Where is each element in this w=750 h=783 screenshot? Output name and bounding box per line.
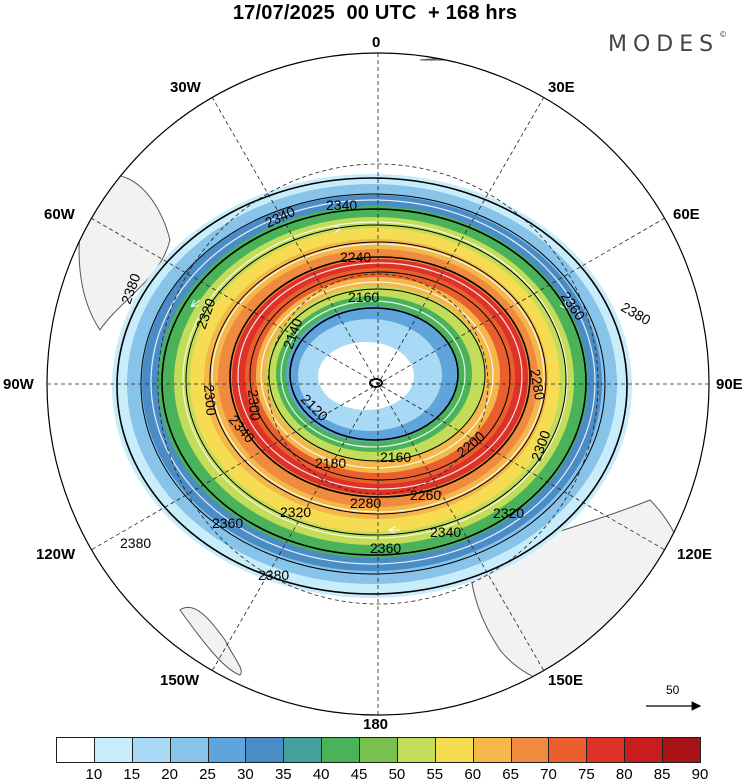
contour-label: 2280	[527, 368, 548, 402]
brand-mark: ©	[719, 30, 728, 39]
colorbar-tick-label: 30	[237, 766, 254, 783]
colorbar-swatch	[662, 737, 701, 763]
brand-name: MODES	[608, 32, 720, 57]
contour-label: 2280	[350, 495, 381, 511]
contour-label: 2160	[380, 449, 411, 465]
colorbar-tick-label: 55	[426, 766, 444, 783]
colorbar-tick-label: 50	[388, 766, 406, 783]
polar-map: 2340 2340 2380 2380 2240 2320 2160 2140 …	[46, 52, 710, 716]
colorbar-tick-label: 65	[502, 766, 519, 783]
lon-label-90e: 90E	[716, 376, 743, 393]
colorbar-tick-label: 60	[464, 766, 482, 783]
colorbar-tick-label: 75	[578, 766, 595, 783]
contour-label: 2260	[410, 487, 441, 503]
lon-label-30w: 30W	[170, 79, 201, 96]
colorbar-swatch	[510, 737, 550, 763]
colorbar-swatch	[56, 737, 95, 763]
colorbar-tick-label: 90	[691, 766, 709, 783]
graticule	[47, 53, 709, 715]
contour-label: 2160	[348, 289, 379, 305]
contour-label: 2340	[430, 524, 461, 540]
contour-label: 2180	[315, 455, 346, 471]
lon-label-60e: 60E	[673, 206, 700, 223]
contour-label: 2380	[258, 567, 289, 583]
lon-label-60w: 60W	[44, 206, 75, 223]
colorbar-swatch	[245, 737, 285, 763]
contour-label: 2340	[326, 197, 357, 213]
lon-label-120w: 120W	[36, 546, 76, 563]
contour-label: 2380	[619, 299, 654, 329]
colorbar-tick-label: 45	[350, 766, 368, 783]
lon-label-0: 0	[372, 34, 381, 51]
lon-label-30e: 30E	[548, 79, 575, 96]
contour-label: 2380	[120, 535, 151, 551]
brand-logo: MODES©	[608, 30, 728, 57]
colorbar-tick-label: 80	[615, 766, 633, 783]
contour-label: 2300	[245, 389, 264, 422]
south-america-landmass	[78, 174, 171, 331]
colorbar-swatch	[586, 737, 626, 763]
colorbar	[56, 737, 701, 763]
map-border	[46, 52, 710, 716]
colorbar-tick-label: 20	[161, 766, 178, 783]
new-zealand-landmass	[179, 606, 242, 676]
colorbar-swatch	[624, 737, 664, 763]
contour-label: 2360	[212, 515, 243, 531]
contour-label: 2360	[370, 540, 401, 556]
colorbar-swatch	[169, 737, 209, 763]
colorbar-tick-label: 70	[540, 766, 557, 783]
colorbar-tick-label: 25	[199, 766, 216, 783]
colorbar-tick-label: 10	[85, 766, 103, 783]
contour-label: 2320	[280, 504, 311, 520]
colorbar-swatch	[93, 737, 133, 763]
colorbar-swatch	[396, 737, 436, 763]
reference-vector-arrow	[646, 701, 702, 711]
contour-label: 2300	[201, 384, 220, 417]
lon-label-150w: 150W	[160, 672, 200, 689]
contour-label: 2320	[493, 505, 524, 521]
lon-label-90w: 90W	[3, 376, 34, 393]
contour-label: 2240	[340, 249, 371, 265]
lon-label-150e: 150E	[548, 672, 584, 689]
colorbar-swatch	[359, 737, 398, 763]
reference-vector-label: 50	[666, 683, 680, 697]
colorbar-swatch	[472, 737, 512, 763]
colorbar-swatch	[207, 737, 247, 763]
colorbar-swatch	[434, 737, 474, 763]
lon-label-180: 180	[363, 716, 389, 733]
map-title: 17/07/2025 00 UTC + 168 hrs	[232, 2, 518, 24]
colorbar-swatch	[131, 737, 171, 763]
colorbar-tick-label: 35	[274, 766, 292, 783]
lon-label-120e: 120E	[677, 546, 713, 563]
colorbar-swatch	[548, 737, 588, 763]
colorbar-tick-label: 40	[312, 766, 330, 783]
colorbar-tick-label: 15	[123, 766, 141, 783]
colorbar-swatch	[321, 737, 361, 763]
colorbar-swatch	[283, 737, 323, 763]
colorbar-tick-label: 85	[653, 766, 671, 783]
